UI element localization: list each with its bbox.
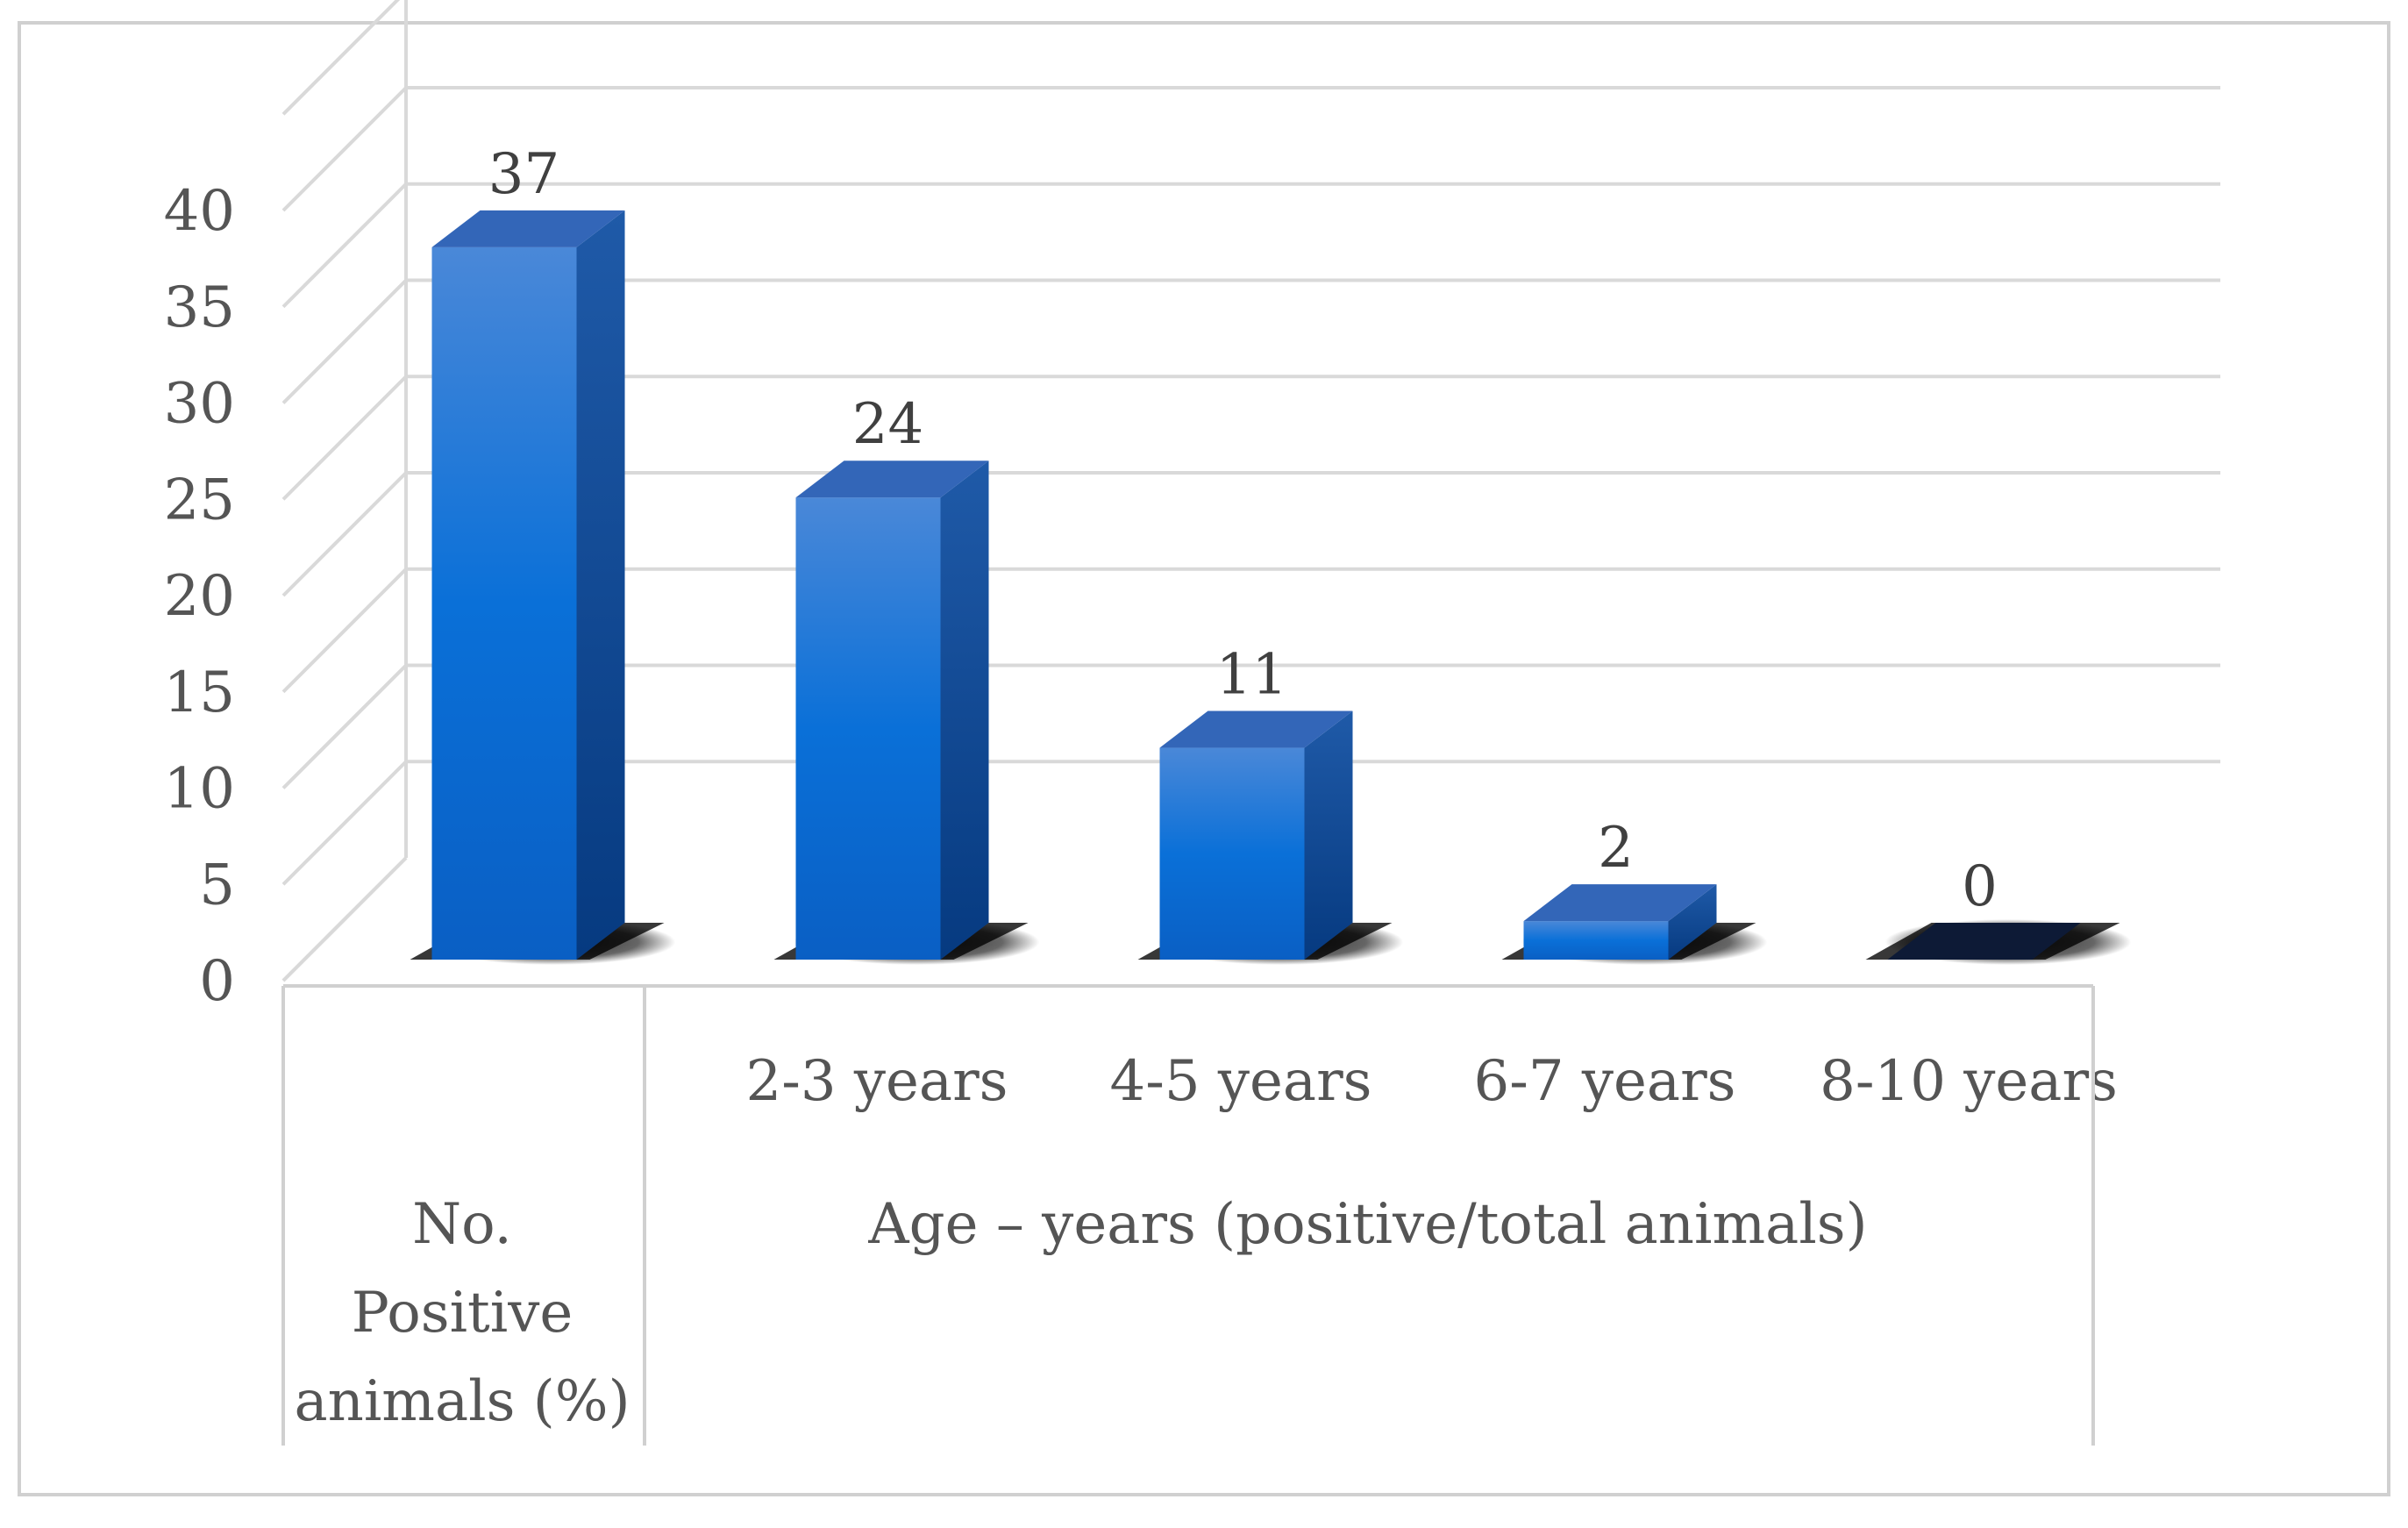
- bar-top-1: [795, 461, 989, 498]
- category-table: No. Positive animals (%) Age – years (po…: [281, 984, 2118, 1446]
- axis-walls: [281, 0, 408, 982]
- category-label-0-line-1: No.: [412, 1192, 512, 1257]
- data-label-1: 24: [852, 392, 923, 457]
- bar-1: [795, 461, 989, 960]
- category-label-1: 2-3 years: [745, 1049, 1008, 1114]
- data-label-3: 2: [1598, 816, 1634, 881]
- bar-front-0: [431, 246, 577, 960]
- bar-side-3: [1668, 884, 1717, 960]
- x-axis-title: Age – years (positive/total animals): [867, 1192, 1867, 1257]
- y-tick-label-4: 20: [164, 564, 235, 629]
- data-label-4: 0: [1962, 854, 1998, 919]
- y-tick-label-1: 5: [199, 853, 235, 918]
- bar-3: [1523, 884, 1717, 960]
- category-label-2: 4-5 years: [1109, 1049, 1371, 1114]
- bar-front-1: [795, 497, 941, 960]
- y-tick-label-6: 30: [164, 372, 235, 437]
- gridline-diagonal-1: [281, 760, 408, 886]
- category-label-4: 8-10 years: [1820, 1049, 2118, 1114]
- data-label-2: 11: [1216, 643, 1287, 708]
- bar-side-0: [576, 210, 625, 960]
- bar-4: [1887, 923, 2081, 960]
- gridline-diagonal-4: [281, 471, 408, 597]
- gridline-diagonal-2: [281, 664, 408, 789]
- gridline-diagonal-top: [281, 0, 401, 116]
- gridline-diagonal-5: [281, 375, 408, 501]
- bar-top-3: [1523, 884, 1717, 922]
- gridline-diagonal-7: [281, 182, 408, 309]
- bar-front-2: [1159, 747, 1305, 960]
- bar-0: [431, 210, 625, 960]
- bar-side-2: [1304, 710, 1353, 960]
- data-labels: 37 24 11 2 0: [488, 142, 1998, 919]
- y-tick-label-5: 25: [164, 468, 235, 532]
- y-tick-label-7: 35: [164, 275, 235, 340]
- category-label-3: 6-7 years: [1473, 1049, 1735, 1114]
- gridline-diagonal-8: [281, 86, 408, 212]
- gridline-diagonal-6: [281, 279, 408, 404]
- data-label-0: 37: [488, 142, 559, 207]
- y-tick-label-0: 0: [199, 949, 235, 1014]
- y-axis-ticks: 0 5 10 15 20 25 30 35 40: [164, 179, 235, 1014]
- category-label-0-line-2: Positive: [352, 1281, 574, 1346]
- bar-top-0: [431, 210, 625, 247]
- bar-front-3: [1523, 921, 1669, 960]
- y-tick-label-2: 10: [164, 757, 235, 822]
- bar-side-1: [940, 461, 989, 960]
- bar-2: [1159, 710, 1353, 960]
- bar-top-2: [1159, 710, 1353, 748]
- floor-left-edge: [281, 856, 408, 982]
- gridline-diagonal-3: [281, 568, 408, 694]
- y-tick-label-3: 15: [164, 660, 235, 725]
- y-tick-label-8: 40: [164, 179, 235, 244]
- category-label-0-line-3: animals (%): [294, 1369, 630, 1434]
- bars: [410, 210, 2132, 965]
